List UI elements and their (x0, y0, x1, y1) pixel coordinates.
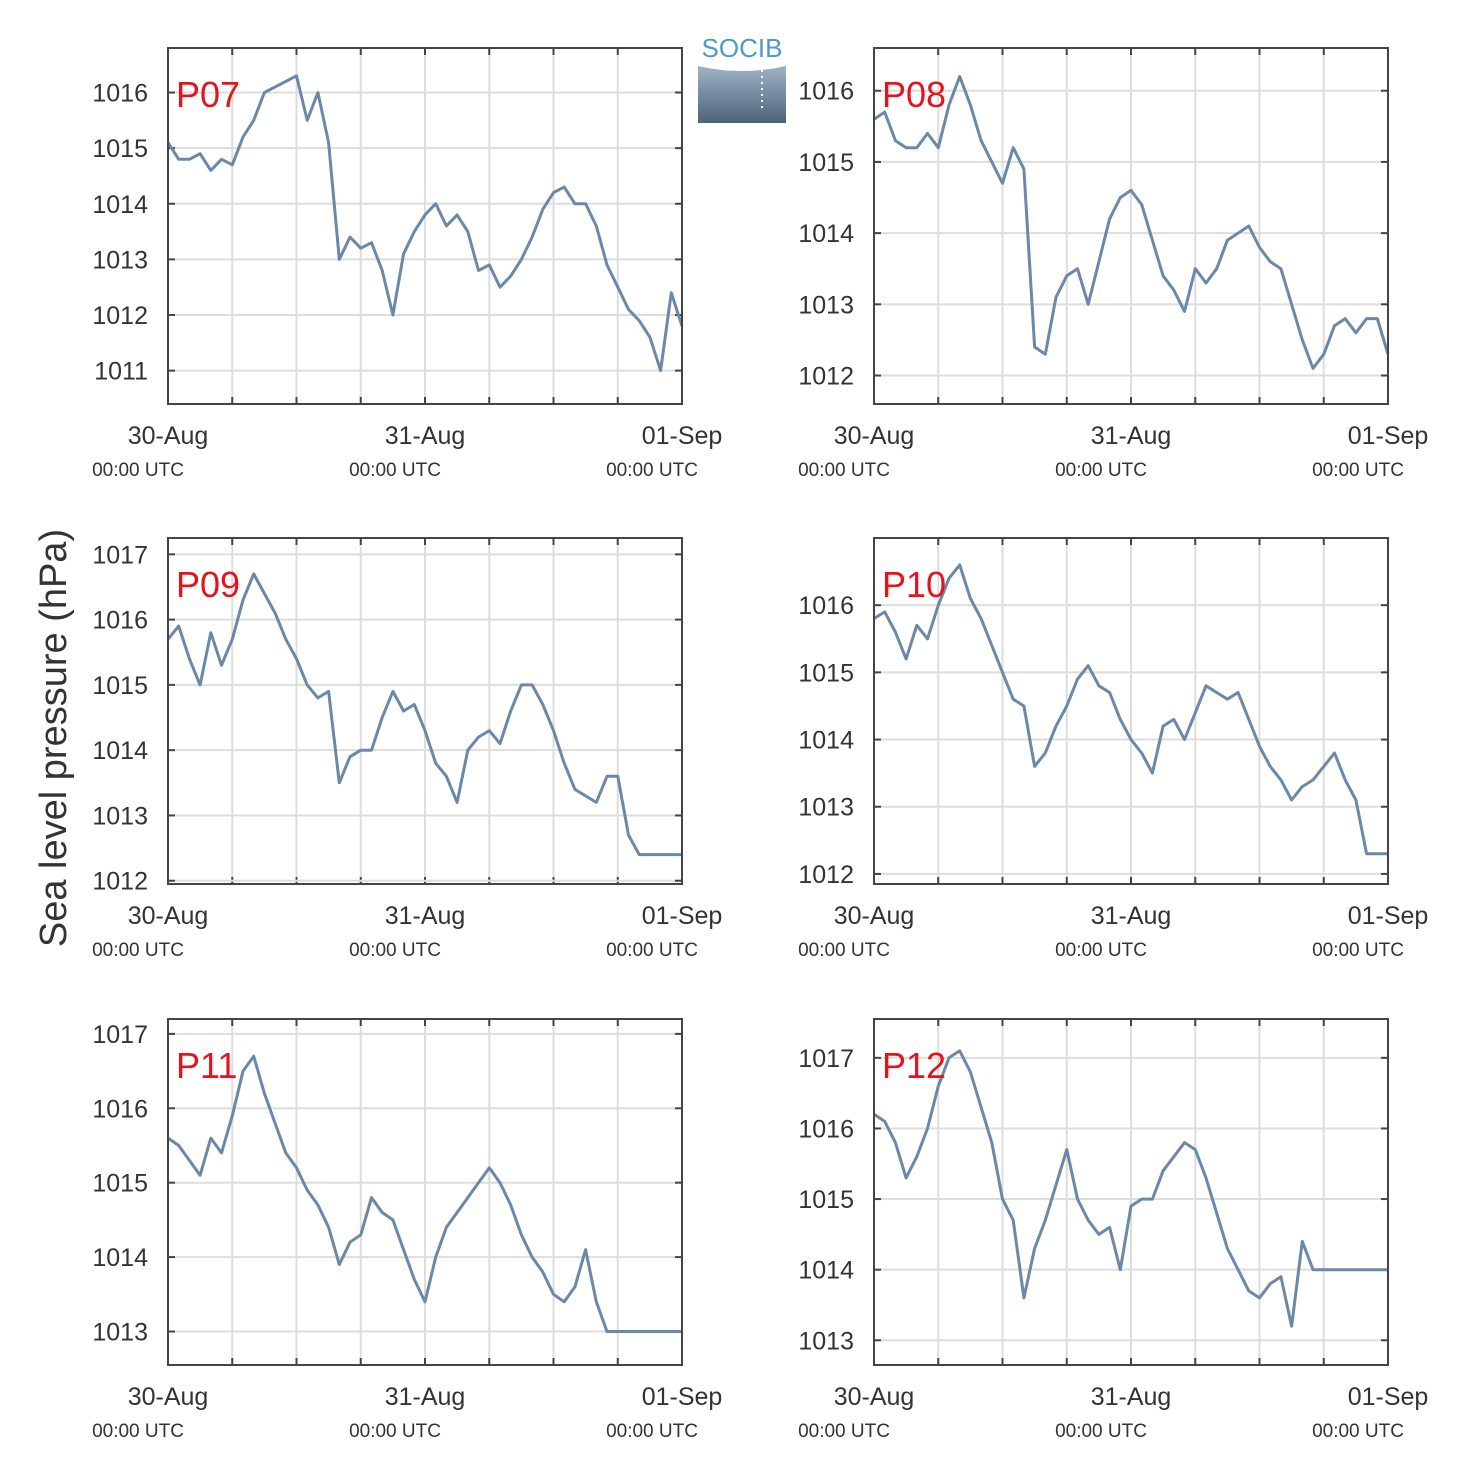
series-line-p11 (167, 1054, 682, 1333)
plot-frame (167, 1018, 683, 1366)
x-tick-time: 00:00 UTC (1055, 460, 1147, 481)
y-tick-label: 1016 (92, 1095, 148, 1123)
x-tick-time: 00:00 UTC (1312, 940, 1404, 961)
x-tick-date: 30-Aug (128, 902, 209, 930)
y-tick-label: 1012 (92, 868, 148, 896)
plot-frame (873, 47, 1389, 405)
series-line-p07 (166, 74, 684, 373)
x-tick-date: 01-Sep (642, 1383, 723, 1411)
y-tick-label: 1016 (798, 78, 854, 106)
series-line-p09 (166, 572, 682, 857)
x-tick-time: 00:00 UTC (1055, 1421, 1147, 1442)
panel-label: P12 (882, 1045, 946, 1086)
x-tick-time: 00:00 UTC (92, 1421, 184, 1442)
plot-frame (873, 1018, 1389, 1366)
y-tick-label: 1017 (92, 541, 148, 569)
x-tick-time: 00:00 UTC (798, 1421, 890, 1442)
y-tick-label: 1014 (798, 727, 854, 755)
y-tick-label: 1015 (92, 672, 148, 700)
y-tick-label: 1013 (798, 794, 854, 822)
panel-p08: 1012 1013 1014 1015 1016 P08 30-Aug 00:00 UTC 31… (798, 47, 1429, 481)
x-tick-date: 30-Aug (128, 422, 209, 450)
x-tick-time: 00:00 UTC (92, 460, 184, 481)
x-tick-date: 30-Aug (834, 902, 915, 930)
x-tick-time: 00:00 UTC (606, 940, 698, 961)
series-line-p12 (873, 1049, 1388, 1328)
y-tick-label: 1014 (798, 1257, 854, 1285)
y-tick-label: 1015 (798, 149, 854, 177)
y-tick-label: 1015 (798, 1186, 854, 1214)
plot-frame (873, 537, 1389, 885)
x-tick-time: 00:00 UTC (1312, 460, 1404, 481)
x-tick-date: 30-Aug (128, 1383, 209, 1411)
panel-label: P08 (882, 74, 946, 115)
y-tick-label: 1013 (92, 802, 148, 830)
x-tick-date: 01-Sep (1348, 902, 1429, 930)
y-tick-label: 1013 (92, 246, 148, 274)
x-tick-date: 31-Aug (385, 422, 466, 450)
series-line-p10 (873, 563, 1388, 856)
socib-logo: SOCIB (698, 33, 786, 123)
panel-label: P07 (176, 74, 240, 115)
y-tick-label: 1013 (92, 1319, 148, 1347)
x-tick-time: 00:00 UTC (92, 940, 184, 961)
x-tick-time: 00:00 UTC (349, 940, 441, 961)
x-tick-date: 01-Sep (642, 422, 723, 450)
panel-label: P10 (882, 564, 946, 605)
logo-wave-shape (698, 66, 786, 123)
plot-frame (167, 47, 683, 405)
x-tick-time: 00:00 UTC (606, 460, 698, 481)
panel-label: P09 (176, 564, 240, 605)
y-tick-label: 1012 (798, 861, 854, 889)
y-tick-label: 1012 (92, 302, 148, 330)
y-tick-label: 1015 (798, 659, 854, 687)
y-tick-label: 1013 (798, 1327, 854, 1355)
x-tick-time: 00:00 UTC (1312, 1421, 1404, 1442)
y-tick-label: 1011 (94, 358, 148, 386)
x-tick-date: 31-Aug (1091, 1383, 1172, 1411)
x-tick-date: 31-Aug (385, 902, 466, 930)
y-tick-label: 1014 (92, 737, 148, 765)
y-axis-label: Sea level pressure (hPa) (33, 529, 75, 947)
x-tick-time: 00:00 UTC (798, 460, 890, 481)
y-tick-label: 1015 (92, 135, 148, 163)
x-tick-date: 30-Aug (834, 1383, 915, 1411)
x-tick-date: 01-Sep (1348, 422, 1429, 450)
x-tick-date: 01-Sep (642, 902, 723, 930)
y-tick-label: 1017 (798, 1045, 854, 1073)
x-tick-time: 00:00 UTC (798, 940, 890, 961)
plot-frame (167, 537, 683, 885)
panel-label: P11 (176, 1045, 237, 1086)
y-tick-label: 1013 (798, 291, 854, 319)
panel-p07: 1011 1012 1013 1014 1015 1016 P07 30-Aug 00:00 U… (92, 47, 723, 481)
x-tick-date: 31-Aug (1091, 902, 1172, 930)
y-tick-label: 1016 (92, 607, 148, 635)
y-tick-label: 1016 (92, 80, 148, 108)
logo-text: SOCIB (702, 33, 783, 63)
panel-p09: 1012 1013 1014 1015 1016 1017 P09 30-Aug 00:00 U… (92, 537, 723, 961)
y-tick-label: 1016 (798, 592, 854, 620)
y-tick-label: 1016 (798, 1115, 854, 1143)
x-tick-time: 00:00 UTC (1055, 940, 1147, 961)
y-tick-label: 1015 (92, 1170, 148, 1198)
y-tick-label: 1014 (92, 191, 148, 219)
y-tick-label: 1014 (92, 1244, 148, 1272)
x-tick-time: 00:00 UTC (349, 1421, 441, 1442)
x-tick-date: 01-Sep (1348, 1383, 1429, 1411)
x-tick-time: 00:00 UTC (349, 460, 441, 481)
panel-p10: 1012 1013 1014 1015 1016 P10 30-Aug 00:00 UTC 31… (798, 537, 1429, 961)
x-tick-time: 00:00 UTC (606, 1421, 698, 1442)
y-tick-label: 1017 (92, 1021, 148, 1049)
x-tick-date: 30-Aug (834, 422, 915, 450)
panels-group: 1011 1012 1013 1014 1015 1016 P07 30-Aug 00:00 U… (92, 47, 1429, 1442)
panel-p11: 1013 1014 1015 1016 1017 P11 30-Aug 00:00 UTC 31… (92, 1018, 723, 1442)
panel-p12: 1013 1014 1015 1016 1017 P12 30-Aug 00:00 UTC 31… (798, 1018, 1429, 1442)
x-tick-date: 31-Aug (385, 1383, 466, 1411)
y-tick-label: 1012 (798, 363, 854, 391)
y-tick-label: 1014 (798, 220, 854, 248)
series-line-p08 (873, 75, 1390, 370)
x-tick-date: 31-Aug (1091, 422, 1172, 450)
